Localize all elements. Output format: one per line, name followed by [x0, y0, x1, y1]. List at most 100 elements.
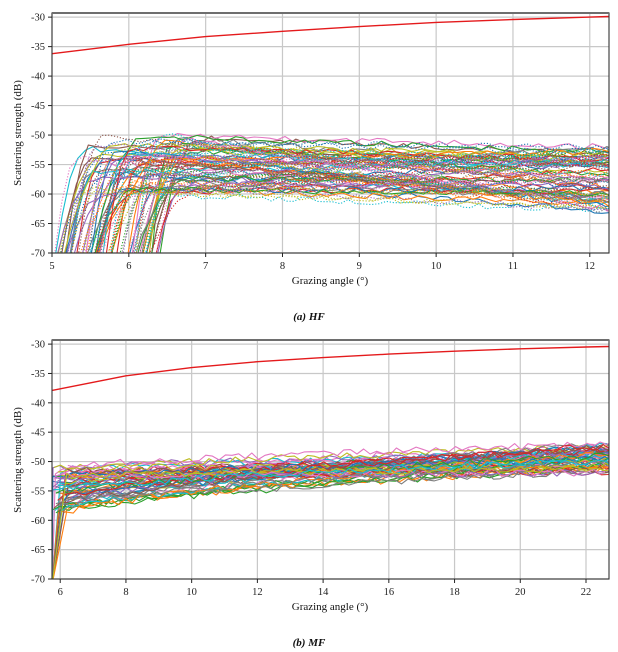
y-tick-label: -30 [31, 13, 45, 24]
y-tick-label: -65 [31, 545, 45, 556]
measured-trace-dotted [84, 152, 609, 253]
measured-trace-dotted [132, 155, 609, 253]
measured-trace-dotted [93, 162, 609, 253]
y-tick-label: -45 [31, 101, 45, 112]
y-tick-label: -40 [31, 72, 45, 83]
measured-trace [54, 468, 609, 479]
x-axis-label-mf: Grazing angle (°) [292, 601, 369, 613]
x-tick-label: 7 [203, 261, 208, 272]
measured-trace-dotted [110, 160, 609, 253]
model-curve-hf [52, 15, 609, 55]
y-tick-label: -60 [31, 516, 45, 527]
x-tick-label: 16 [384, 587, 395, 598]
y-axis-label-mf: Scattering strength (dB) [12, 407, 24, 513]
x-tick-label: 5 [49, 261, 54, 272]
measured-trace-dotted [110, 144, 609, 253]
measured-trace [111, 148, 609, 253]
measured-trace [66, 465, 609, 475]
measured-trace-dotted [119, 167, 609, 253]
measured-trace-dotted [96, 153, 609, 253]
measured-trace-dotted [108, 170, 609, 253]
model-curve-line [52, 345, 609, 392]
axes-frame-rect [51, 12, 610, 254]
measured-trace-dotted [86, 159, 609, 253]
measured-trace-dotted [137, 149, 609, 253]
measured-trace [90, 148, 609, 253]
measured-trace-dotted [71, 190, 609, 253]
grid-hf [51, 13, 609, 254]
y-tick-label: -30 [31, 340, 45, 351]
y-tick-label: -50 [31, 457, 45, 468]
measured-trace [52, 452, 609, 579]
x-ticks-hf: 5 6 7 8 9 10 11 12 [49, 253, 595, 272]
y-tick-label: -70 [31, 575, 45, 586]
measured-trace-dotted [89, 191, 609, 253]
x-tick-label: 12 [585, 261, 596, 272]
panel-mf: 6 8 10 12 14 16 18 20 22 -30 -35 -40 -45 -50 -55 -60 -6… [12, 339, 610, 649]
measured-trace [55, 452, 609, 495]
measured-trace [135, 179, 609, 253]
measured-trace [67, 441, 609, 468]
measured-trace [53, 458, 609, 491]
x-ticks-mf: 6 8 10 12 14 16 18 20 22 [58, 579, 592, 598]
x-tick-label: 9 [357, 261, 362, 272]
x-tick-label: 22 [581, 587, 592, 598]
measured-trace [139, 137, 609, 253]
x-tick-label: 14 [318, 587, 329, 598]
measured-trace-dotted [145, 148, 609, 253]
caption-hf: (a) HF [293, 311, 325, 323]
measured-trace [90, 134, 609, 253]
x-tick-label: 6 [58, 587, 63, 598]
panel-hf: 5 6 7 8 9 10 11 12 -30-35-40-45-50-55-60-65-70 … [12, 12, 610, 323]
measured-traces-hf [54, 132, 609, 253]
axes-frame-mf [51, 339, 610, 580]
y-tick-label: -50 [31, 131, 45, 142]
measured-trace-dotted [134, 133, 609, 253]
measured-trace [52, 465, 609, 579]
measured-trace [53, 462, 609, 472]
y-tick-label: -70 [31, 249, 45, 260]
y-tick-label: -60 [31, 190, 45, 201]
measured-trace-dotted [138, 169, 609, 253]
measured-trace-dotted [107, 185, 609, 253]
caption-mf: (b) MF [293, 637, 326, 649]
measured-trace-dotted [102, 178, 609, 253]
measured-trace-dotted [133, 184, 609, 253]
measured-trace [99, 153, 609, 253]
x-tick-label: 8 [280, 261, 285, 272]
y-axis-label-hf: Scattering strength (dB) [12, 80, 24, 186]
measured-trace-dotted [134, 159, 609, 253]
x-axis-label-hf: Grazing angle (°) [292, 275, 369, 287]
measured-trace [131, 132, 609, 253]
model-curve-line [52, 15, 609, 55]
y-tick-label: -35 [31, 42, 45, 53]
measured-trace-dotted [83, 148, 609, 253]
measured-trace-dotted [80, 172, 609, 253]
measured-trace [67, 446, 609, 486]
x-tick-label: 18 [449, 587, 460, 598]
measured-trace-dotted [128, 179, 609, 253]
measured-traces-mf [52, 441, 609, 579]
x-tick-label: 10 [186, 587, 197, 598]
x-tick-label: 11 [508, 261, 518, 272]
y-tick-label: -55 [31, 486, 45, 497]
measured-trace [52, 447, 609, 579]
x-tick-label: 20 [515, 587, 526, 598]
measured-trace [94, 186, 609, 253]
measured-trace [57, 444, 609, 501]
measured-trace [61, 454, 609, 512]
x-tick-label: 8 [123, 587, 128, 598]
y-ticks-mf: -30 -35 -40 -45 -50 -55 -60 -65 -70 [31, 340, 52, 586]
measured-trace-dotted [89, 138, 609, 253]
x-tick-label: 12 [252, 587, 263, 598]
measured-trace-dotted [59, 186, 609, 253]
measured-trace-dotted [70, 156, 609, 253]
x-tick-label: 10 [431, 261, 442, 272]
measured-trace-dotted [155, 141, 609, 253]
axes-frame-hf [51, 12, 610, 254]
measured-trace [157, 180, 609, 253]
y-tick-label: -45 [31, 428, 45, 439]
measured-trace-dotted [122, 155, 609, 253]
y-tick-label: -40 [31, 398, 45, 409]
y-tick-label: -35 [31, 369, 45, 380]
